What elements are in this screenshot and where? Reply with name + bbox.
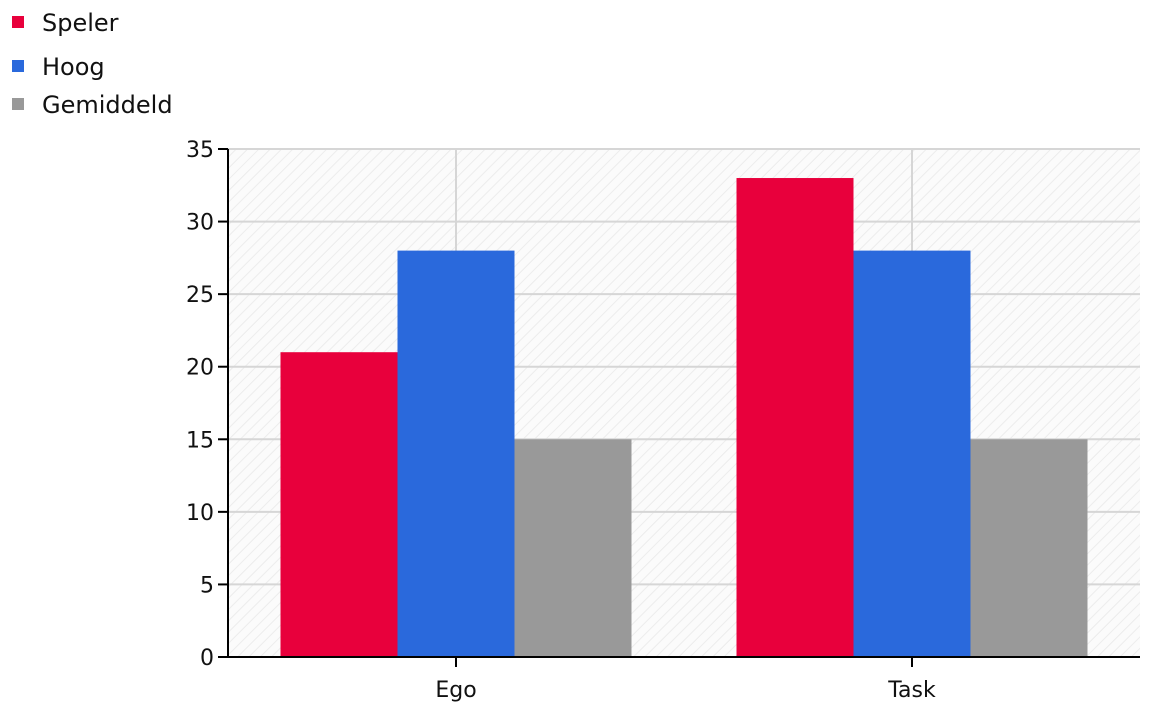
legend-label-speler: Speler bbox=[42, 9, 119, 37]
y-tick-label: 25 bbox=[186, 283, 214, 308]
y-tick-label: 35 bbox=[186, 138, 214, 163]
y-tick-label: 30 bbox=[186, 211, 214, 236]
y-tick-label: 10 bbox=[186, 501, 214, 526]
legend-swatch-speler bbox=[12, 16, 24, 28]
legend-label-hoog: Hoog bbox=[42, 53, 105, 81]
y-tick-label: 15 bbox=[186, 428, 214, 453]
bar-speler-ego bbox=[280, 352, 398, 657]
bar-hoog-ego bbox=[397, 250, 515, 657]
bar-gemiddeld-ego bbox=[514, 439, 632, 657]
legend-label-gemiddeld: Gemiddeld bbox=[42, 91, 173, 119]
legend-swatch-hoog bbox=[12, 60, 24, 72]
y-tick-label: 0 bbox=[200, 646, 214, 671]
x-tick-label: Ego bbox=[435, 678, 476, 703]
bar-hoog-task bbox=[853, 250, 971, 657]
legend-item-hoog: Hoog bbox=[12, 53, 105, 81]
bar-gemiddeld-task bbox=[970, 439, 1088, 657]
legend: Speler Hoog Gemiddeld bbox=[12, 9, 173, 119]
y-tick-label: 5 bbox=[200, 573, 214, 598]
legend-swatch-gemiddeld bbox=[12, 98, 24, 110]
plot-area: 0 5 10 15 20 25 30 35 Ego Task bbox=[186, 138, 1140, 703]
y-tick-label: 20 bbox=[186, 356, 214, 381]
legend-item-gemiddeld: Gemiddeld bbox=[12, 91, 173, 119]
x-tick-label: Task bbox=[887, 678, 936, 703]
legend-item-speler: Speler bbox=[12, 9, 119, 37]
bar-speler-task bbox=[736, 178, 854, 657]
